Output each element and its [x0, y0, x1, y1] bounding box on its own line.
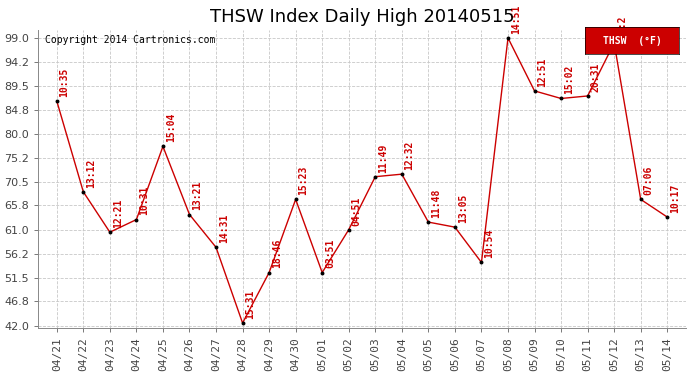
Text: 14:31: 14:31	[219, 214, 229, 243]
Point	[609, 40, 620, 46]
Point	[555, 96, 566, 102]
Text: 10:54: 10:54	[484, 229, 494, 258]
Point	[502, 35, 513, 41]
Point	[476, 260, 487, 266]
Point	[423, 219, 434, 225]
Point	[290, 196, 301, 202]
Point	[157, 143, 168, 149]
Text: 15:02: 15:02	[564, 65, 574, 94]
Point	[184, 211, 195, 217]
Text: 03:51: 03:51	[325, 239, 335, 268]
Point	[662, 214, 673, 220]
Point	[449, 224, 460, 230]
Text: 12:51: 12:51	[538, 57, 547, 87]
Text: 10:31: 10:31	[139, 186, 149, 215]
Point	[343, 226, 354, 232]
Point	[131, 217, 142, 223]
Point	[370, 174, 381, 180]
Point	[210, 244, 221, 250]
Text: 15:23: 15:23	[299, 166, 308, 195]
Point	[582, 93, 593, 99]
Text: 10:35: 10:35	[59, 68, 70, 97]
Text: Copyright 2014 Cartronics.com: Copyright 2014 Cartronics.com	[45, 35, 215, 45]
Point	[529, 88, 540, 94]
Title: THSW Index Daily High 20140515: THSW Index Daily High 20140515	[210, 8, 514, 26]
Text: 15:04: 15:04	[166, 113, 176, 142]
Point	[264, 270, 275, 276]
Point	[51, 98, 62, 104]
Text: 13:05: 13:05	[457, 194, 468, 223]
Text: 07:06: 07:06	[644, 166, 653, 195]
Point	[78, 189, 89, 195]
Point	[396, 171, 407, 177]
Point	[104, 229, 115, 235]
Text: 15:31: 15:31	[246, 290, 255, 319]
Text: 11:49: 11:49	[378, 143, 388, 172]
Text: 11:48: 11:48	[431, 189, 441, 218]
Text: 10:17: 10:17	[670, 183, 680, 213]
Point	[237, 320, 248, 326]
Text: 12:21: 12:21	[112, 199, 123, 228]
Text: 12:32: 12:32	[404, 141, 415, 170]
Text: 14:51: 14:51	[511, 4, 521, 34]
Text: 13:21: 13:21	[193, 181, 202, 210]
Point	[317, 270, 328, 276]
Text: 04:51: 04:51	[351, 196, 362, 225]
Text: 13:12: 13:12	[86, 158, 96, 188]
Text: 20:31: 20:31	[591, 62, 600, 92]
Text: 13:2: 13:2	[617, 15, 627, 39]
Text: 18:46: 18:46	[272, 239, 282, 268]
Point	[635, 196, 647, 202]
